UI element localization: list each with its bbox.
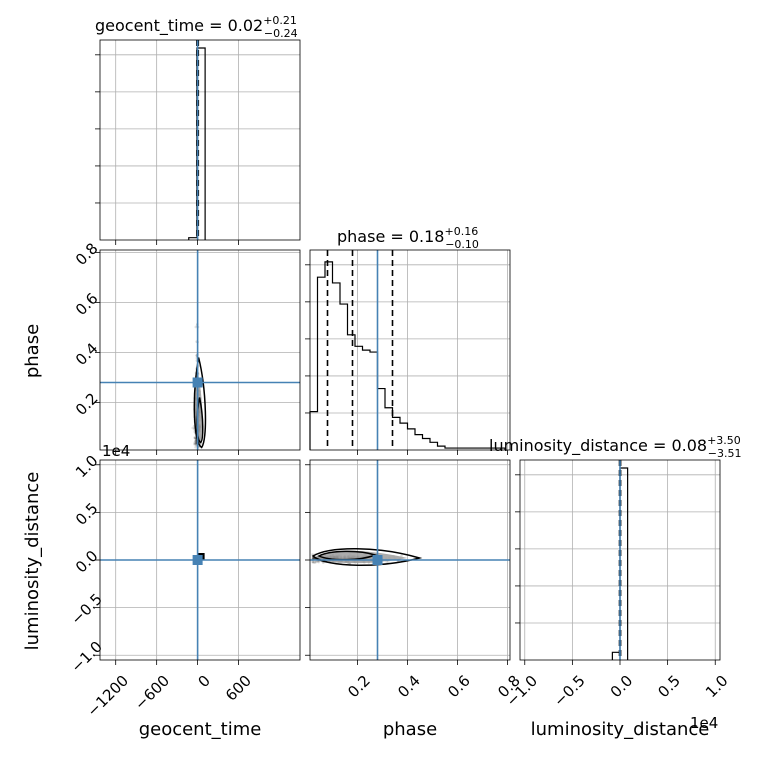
sample-point [194,445,197,449]
truth-marker [372,555,383,565]
panel-frame [99,249,301,451]
panel-frame [99,459,301,661]
y-tick-label-phase: 0.4 [72,339,102,369]
histogram-bar [340,304,348,450]
sample-point [400,554,403,557]
panel-luminosity-distance-histogram: −1.0 −0.5 0.0 0.5 1.0 [503,459,732,710]
x-tick-label-luminosity-distance: 0.5 [654,672,684,702]
sample-point [194,325,198,329]
sample-point [193,442,196,446]
sample-point [194,441,198,445]
x-tick-label-geocent-time: −1200 [83,672,132,721]
density-gridlines [100,54,300,204]
x-tick-label-geocent-time: −600 [131,672,173,714]
sample-point [314,560,318,564]
histogram-bar [385,408,393,450]
sample-point [311,560,315,564]
sample-point [193,442,197,445]
sample-point [316,560,320,563]
contour-outer [311,547,423,567]
sample-point [194,443,198,447]
histogram-bar [370,352,378,450]
panel-frame [99,39,301,241]
histogram-bar [310,412,318,450]
xlabel-phase: phase [383,719,437,740]
sample-point [194,442,198,446]
sample-point [311,557,315,560]
panel-phase-vs-geocent-time: 0.2 0.4 0.6 0.8 [72,239,301,455]
title-geocent-time: geocent_time = 0.02+0.21 −0.24 [95,14,298,40]
y-tick-label-luminosity-distance: 0.0 [72,547,102,577]
title-phase: phase = 0.18+0.16 −0.10 [337,225,479,251]
histogram-bar [348,335,356,450]
x-tick-label-geocent-time: 600 [222,672,255,705]
histogram-bar [400,423,408,450]
ylabel-phase: phase [22,324,43,378]
truth-marker [192,377,203,388]
panel-luminosity-distance-vs-geocent-time: −1200 −600 0 600−1.0−0.50.00.51.0 [68,452,301,721]
sample-point [194,439,197,443]
sample-point [317,560,321,564]
sample-point [387,560,390,564]
panel-luminosity-distance-vs-phase: 0.2 0.4 0.6 0.8 [305,459,524,702]
histogram-bar [415,435,423,450]
sample-point [191,426,194,430]
sample-point [193,441,197,444]
truth-marker [192,555,203,565]
panel-frame [309,459,511,661]
offset-luminosity-distance-y: 1e4 [102,442,130,460]
panel-phase-histogram [305,249,511,455]
histogram-bar [408,429,416,450]
sample-point [313,561,317,564]
histogram-bar [430,442,438,450]
histogram-bar [393,417,401,450]
x-gridlines [115,250,239,450]
x-gridlines [357,250,508,450]
ylabel-luminosity-distance: luminosity_distance [22,472,43,651]
y-tick-label-phase: 0.2 [72,389,102,419]
x-tick-label-phase: 0.4 [394,672,424,702]
panel-geocent-time-histogram [95,39,301,245]
sample-point [193,436,196,440]
x-tick-label-luminosity-distance: −0.5 [550,672,588,710]
sample-point [311,556,315,560]
sample-point [194,439,198,443]
x-gridlines [115,40,239,240]
histogram-bar [378,389,386,450]
histogram-bar [423,438,431,450]
x-tick-label-luminosity-distance: 1.0 [702,672,732,702]
contour-outer [193,357,207,449]
histogram-bar [355,346,363,450]
panel-frame [519,459,721,661]
sample-point [311,561,315,564]
histogram-bar [325,262,333,450]
y-tick-label-luminosity-distance: 1.0 [72,452,102,482]
x-tick-label-phase: 0.2 [344,672,374,702]
xlabel-luminosity-distance: luminosity_distance [531,719,710,740]
xlabel-geocent-time: geocent_time [139,719,262,740]
sample-point [313,560,316,564]
y-tick-label-phase: 0.8 [72,239,102,269]
y-tick-label-luminosity-distance: 0.5 [72,499,102,529]
y-tick-label-phase: 0.6 [72,289,102,319]
title-luminosity-distance: luminosity_distance = 0.08+3.50 −3.51 [489,434,742,460]
histogram-outline-phase [309,261,506,450]
histogram-bar [363,350,371,450]
panel-frame [309,249,511,451]
x-tick-label-luminosity-distance: 0.0 [607,672,637,702]
density-gridlines [310,264,510,414]
x-tick-label-phase: 0.6 [444,672,474,702]
offset-luminosity-distance-x: 1e4 [690,714,718,732]
histogram-bar [333,283,341,450]
histogram-bar [318,277,326,450]
x-tick-label-geocent-time: 0 [195,672,214,691]
sample-point [311,560,314,563]
